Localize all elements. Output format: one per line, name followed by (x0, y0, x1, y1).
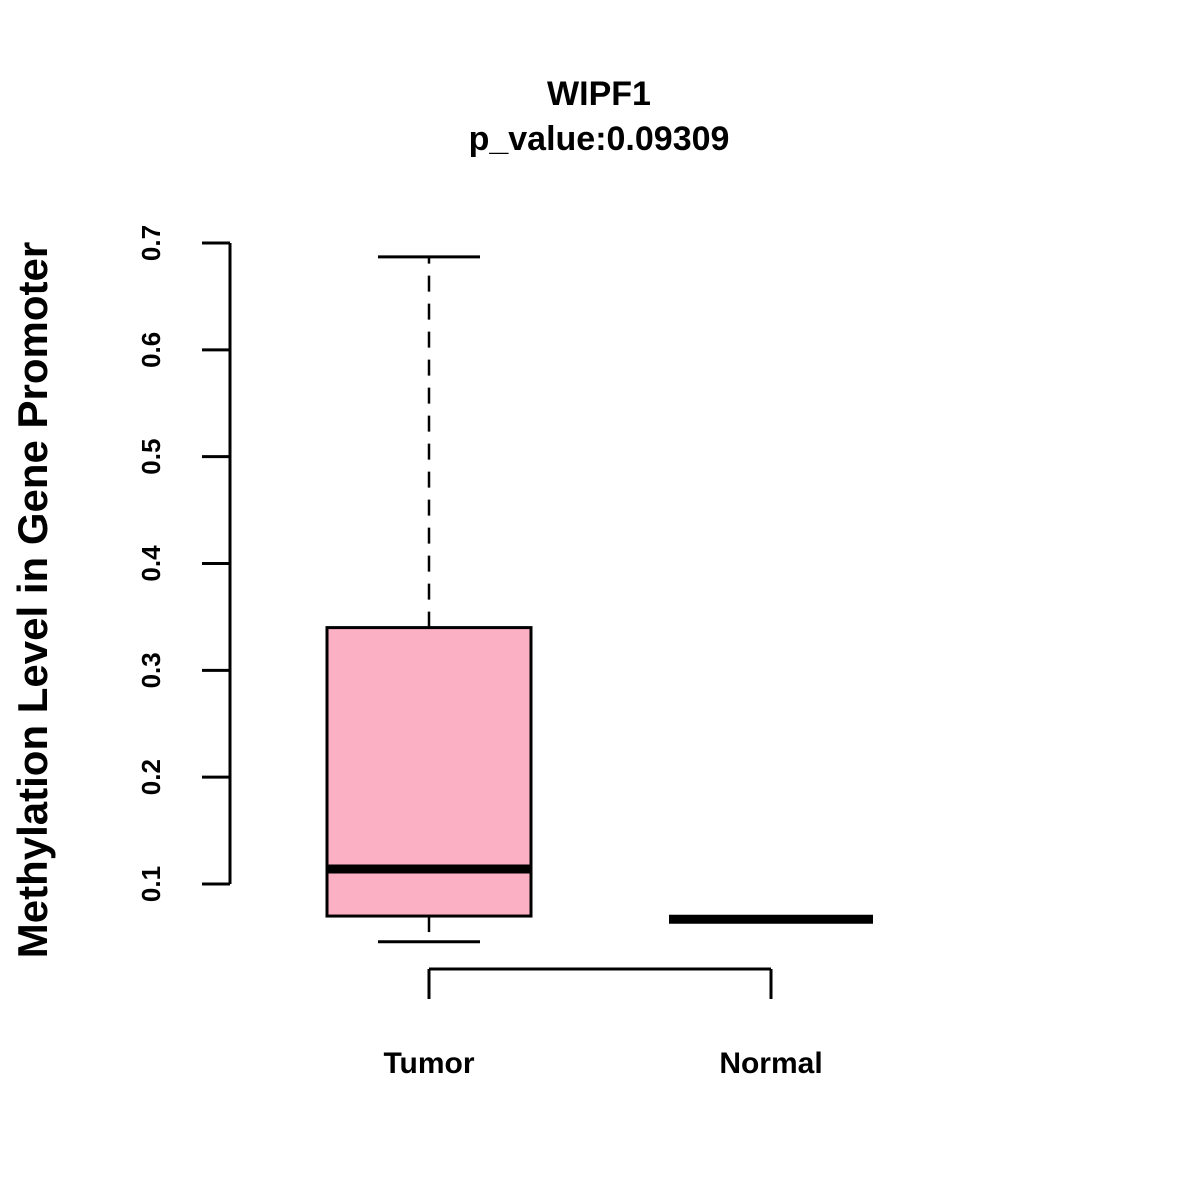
y-tick-label: 0.1 (136, 866, 166, 902)
y-axis: 0.1 0.2 0.3 0.4 0.5 0.6 0.7 (136, 225, 232, 902)
box-tumor (325, 255, 533, 944)
y-axis-label: Methylation Level in Gene Promoter (9, 242, 56, 958)
x-tick-label-normal: Normal (719, 1047, 822, 1080)
y-tick-label: 0.7 (136, 225, 166, 261)
x-tick-label-tumor: Tumor (383, 1047, 474, 1080)
chart-subtitle: p_value:0.09309 (469, 120, 730, 158)
y-tick-label: 0.3 (136, 652, 166, 688)
chart-title: WIPF1 (547, 75, 651, 113)
boxes-layer (325, 255, 873, 944)
y-tick-label: 0.2 (136, 759, 166, 795)
y-tick-label: 0.5 (136, 439, 166, 475)
y-tick-label: 0.6 (136, 332, 166, 368)
x-axis: Tumor Normal (383, 967, 823, 1080)
y-tick-label: 0.4 (136, 545, 166, 582)
